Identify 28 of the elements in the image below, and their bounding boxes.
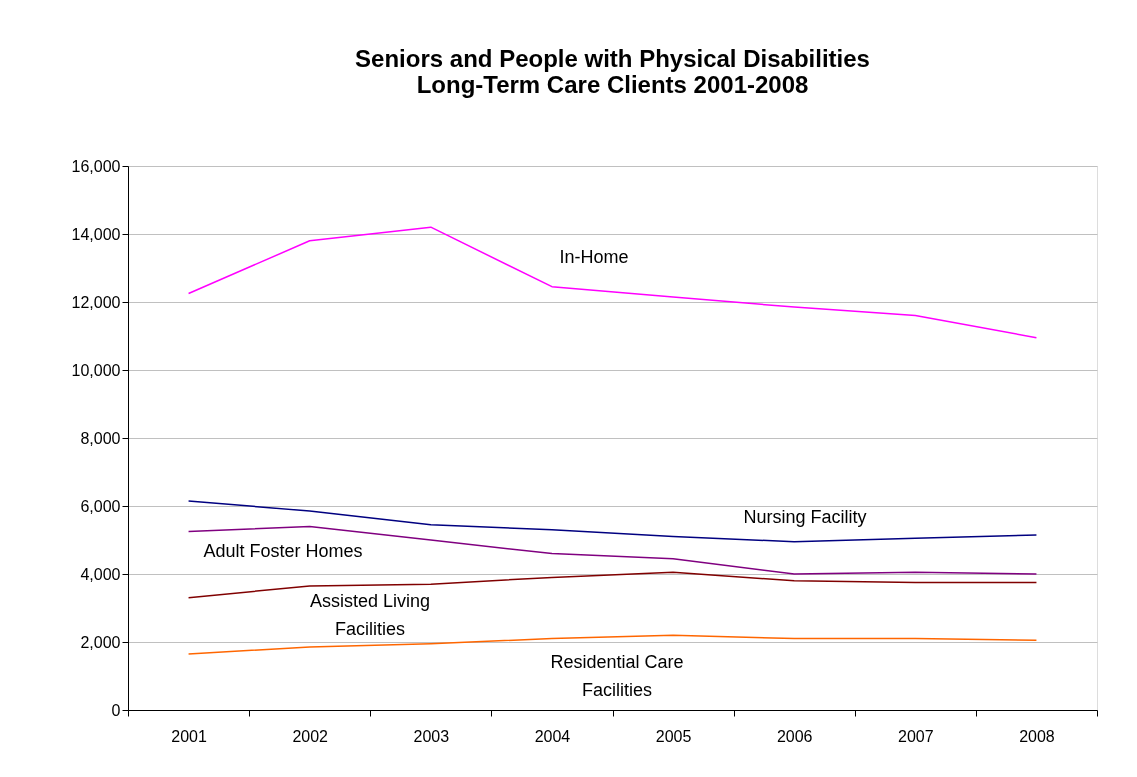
annotation: Nursing Facility <box>743 507 867 527</box>
x-tick-label: 2002 <box>292 727 329 745</box>
annotation: Assisted Living Facilities <box>309 591 431 639</box>
y-tick-label: 8,000 <box>80 429 121 447</box>
y-tick-label: 2,000 <box>80 633 121 651</box>
text: Seniors and People with Physical Disabilities <box>355 45 870 72</box>
x-tick-label: 2001 <box>171 727 207 745</box>
y-tick-label: 4,000 <box>80 565 121 583</box>
x-tick-label: 2007 <box>898 727 934 745</box>
annotation: Adult Foster Homes <box>203 541 363 561</box>
x-tick-label: 2004 <box>534 727 571 745</box>
y-tick-label: 0 <box>111 701 121 719</box>
line-series <box>187 634 1038 655</box>
y-tick-label: 6,000 <box>80 497 121 515</box>
y-tick-label: 12,000 <box>71 293 121 311</box>
annotation: In-Home <box>559 247 629 267</box>
line-series <box>187 500 1038 543</box>
y-tick-label: 10,000 <box>71 361 121 379</box>
y-tick-label: 16,000 <box>71 157 121 175</box>
line-series <box>187 525 1038 575</box>
x-tick-label: 2005 <box>655 727 692 745</box>
annotation: Residential Care Facilities <box>550 652 684 700</box>
x-tick-label: 2006 <box>776 727 813 745</box>
y-tick-label: 14,000 <box>71 225 121 243</box>
x-tick-label: 2003 <box>413 727 450 745</box>
text: Long-Term Care Clients 2001-2008 <box>416 71 809 98</box>
line-series <box>187 226 1038 339</box>
x-tick-label: 2008 <box>1019 727 1055 745</box>
